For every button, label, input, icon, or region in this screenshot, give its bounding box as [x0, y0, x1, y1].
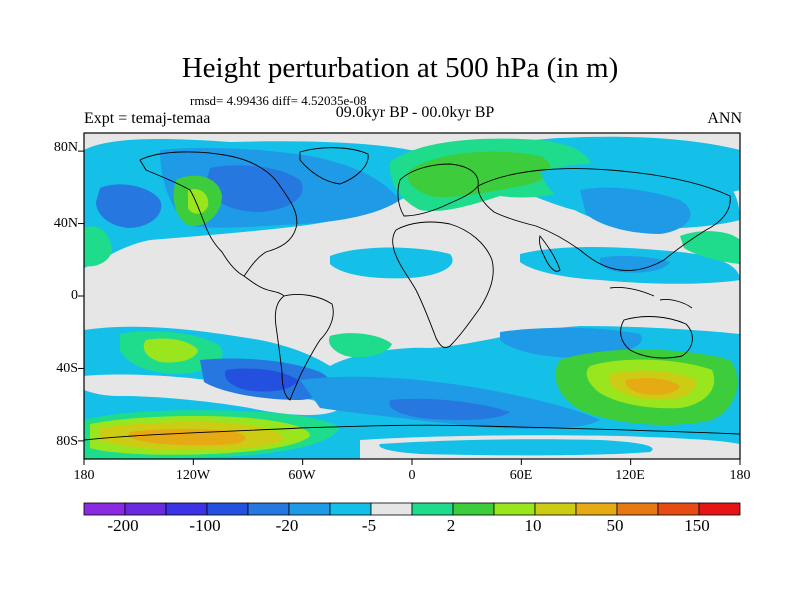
- coast-australia: [620, 316, 693, 359]
- lon-label-120w: 120W: [175, 468, 211, 483]
- contour-band-antarctic-orange: [128, 429, 246, 446]
- lat-label-80n: 80N: [53, 140, 78, 155]
- lon-label-60e: 60E: [509, 468, 533, 483]
- contour-band-asia-low: [580, 187, 691, 234]
- lat-label-40s: 40S: [56, 361, 78, 376]
- contour-band-south-white-gap: [84, 374, 340, 415]
- contour-band-south-low-core: [224, 368, 298, 392]
- contour-band-south-pacific-yellow: [143, 338, 198, 363]
- colorbar-label-neg200: -200: [107, 516, 139, 535]
- contour-band-subtropic-low: [330, 247, 453, 279]
- contour-band-eurasia-core: [407, 151, 551, 198]
- coast-north-america: [139, 151, 298, 277]
- lon-label-180e: 180: [729, 468, 751, 483]
- contour-fill: [84, 133, 740, 459]
- contour-band-australia-orange: [625, 378, 680, 395]
- contour-band-atlantic-green: [84, 226, 112, 267]
- coast-antarctica: [84, 424, 740, 441]
- contour-band-south-atlantic-green: [328, 333, 392, 358]
- period-label: 09.0kyr BP - 00.0kyr BP: [335, 104, 495, 121]
- experiment-label: Expt = temaj-temaa: [84, 110, 211, 127]
- colorbar-label-neg5: -5: [361, 516, 377, 535]
- lon-label-180w: 180: [73, 468, 95, 483]
- coast-india: [539, 235, 561, 272]
- plot-title: Height perturbation at 500 hPa (in m): [181, 52, 619, 84]
- lat-label-80s: 80S: [56, 434, 78, 449]
- lon-label-60w: 60W: [288, 468, 316, 483]
- coast-central-america: [243, 275, 285, 297]
- lat-label-0: 0: [71, 288, 78, 303]
- coast-greenland: [299, 147, 369, 185]
- season-label: ANN: [707, 110, 742, 127]
- contour-band-npac-low: [96, 184, 162, 228]
- colorbar-label-50: 50: [606, 516, 624, 535]
- coast-asia: [477, 168, 731, 271]
- contour-band-south-low-mid: [389, 398, 510, 420]
- lon-label-0: 0: [408, 468, 416, 483]
- contour-band-indian-low: [500, 327, 642, 358]
- colorbar-label-neg100: -100: [189, 516, 221, 535]
- contour-band-hudson-low: [205, 165, 303, 212]
- coast-indonesia: [609, 287, 693, 309]
- colorbar-label-2: 2: [446, 516, 456, 535]
- colorbar-label-150: 150: [684, 516, 710, 535]
- stats-text: rmsd= 4.99436 diff= 4.52035e-08: [190, 93, 367, 108]
- colorbar-label-10: 10: [524, 516, 542, 535]
- coast-south-america: [274, 293, 334, 401]
- map-ticks: [78, 150, 741, 465]
- contour-band-far-south-cyan: [379, 439, 653, 456]
- contour-band-asia-sub-core: [599, 255, 670, 273]
- contour-band-east-green: [680, 231, 740, 264]
- coast-europe: [397, 163, 479, 217]
- coast-africa: [392, 221, 494, 349]
- lon-label-120e: 120E: [615, 468, 645, 483]
- colorbar-label-neg20: -20: [275, 516, 299, 535]
- lat-label-40n: 40N: [53, 216, 78, 231]
- coastlines: [84, 147, 740, 441]
